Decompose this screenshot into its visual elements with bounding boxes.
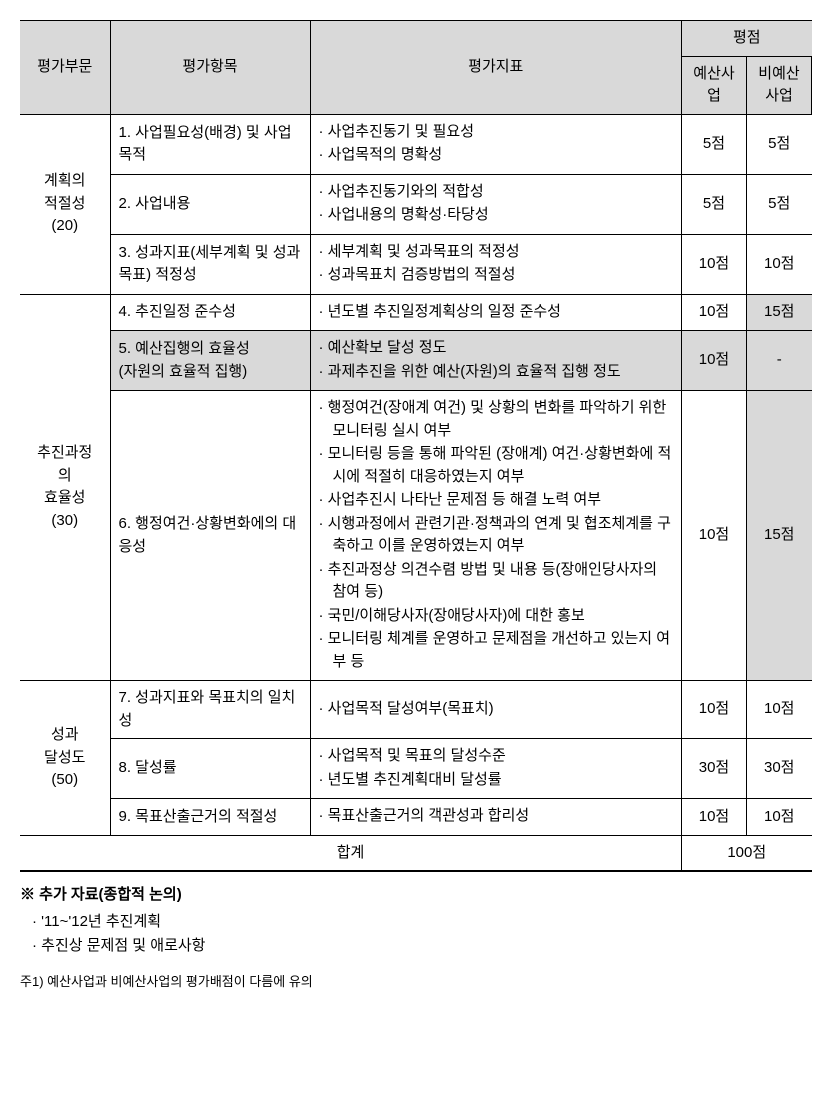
header-category: 평가부문	[20, 21, 110, 115]
notes-block: ※ 추가 자료(종합적 논의) · '11~'12년 추진계획· 추진상 문제점…	[20, 884, 812, 958]
indicator-item: · 사업추진시 나타난 문제점 등 해결 노력 여부	[319, 489, 674, 512]
indicator-item: · 추진과정상 의견수렴 방법 및 내용 등(장애인당사자의 참여 등)	[319, 559, 674, 604]
nonbudget-score: 5점	[747, 114, 812, 174]
indicator-item: · 사업목적의 명확성	[319, 144, 674, 167]
indicator-item: · 모니터링 체계를 운영하고 문제점을 개선하고 있는지 여부 등	[319, 628, 674, 673]
header-indicator: 평가지표	[310, 21, 682, 115]
nonbudget-score: 10점	[747, 234, 812, 294]
indicator-cell: · 행정여건(장애계 여건) 및 상황의 변화를 파악하기 위한 모니터링 실시…	[310, 391, 682, 681]
nonbudget-score: -	[747, 331, 812, 391]
header-score: 평점	[682, 21, 812, 57]
category-cell: 추진과정 의 효율성 (30)	[20, 294, 110, 681]
header-budget: 예산사업	[682, 56, 747, 114]
notes-title: ※ 추가 자료(종합적 논의)	[20, 884, 812, 907]
header-item: 평가항목	[110, 21, 310, 115]
indicator-item: · 목표산출근거의 객관성과 합리성	[319, 805, 674, 828]
item-cell: 6. 행정여건·상황변화에의 대응성	[110, 391, 310, 681]
nonbudget-score: 30점	[747, 739, 812, 799]
budget-score: 5점	[682, 114, 747, 174]
category-cell: 성과 달성도 (50)	[20, 681, 110, 836]
footnote: 주1) 예산사업과 비예산사업의 평가배점이 다름에 유의	[20, 972, 812, 992]
nonbudget-score: 15점	[747, 294, 812, 331]
indicator-cell: · 사업추진동기와의 적합성· 사업내용의 명확성·타당성	[310, 174, 682, 234]
indicator-item: · 사업목적 달성여부(목표치)	[319, 698, 674, 721]
indicator-cell: · 사업추진동기 및 필요성· 사업목적의 명확성	[310, 114, 682, 174]
indicator-item: · 사업목적 및 목표의 달성수준	[319, 745, 674, 768]
nonbudget-score: 5점	[747, 174, 812, 234]
item-cell: 8. 달성률	[110, 739, 310, 799]
evaluation-table: 평가부문 평가항목 평가지표 평점 예산사업 비예산사업 계획의 적절성 (20…	[20, 20, 812, 872]
notes-item: · '11~'12년 추진계획	[20, 911, 812, 934]
nonbudget-score: 15점	[747, 391, 812, 681]
indicator-cell: · 세부계획 및 성과목표의 적정성· 성과목표치 검증방법의 적절성	[310, 234, 682, 294]
indicator-item: · 사업추진동기와의 적합성	[319, 181, 674, 204]
item-cell: 4. 추진일정 준수성	[110, 294, 310, 331]
budget-score: 30점	[682, 739, 747, 799]
indicator-item: · 사업내용의 명확성·타당성	[319, 204, 674, 227]
indicator-cell: · 목표산출근거의 객관성과 합리성	[310, 799, 682, 836]
nonbudget-score: 10점	[747, 799, 812, 836]
item-cell: 3. 성과지표(세부계획 및 성과목표) 적정성	[110, 234, 310, 294]
indicator-item: · 예산확보 달성 정도	[319, 337, 674, 360]
budget-score: 10점	[682, 799, 747, 836]
indicator-item: · 년도별 추진계획대비 달성률	[319, 769, 674, 792]
indicator-cell: · 사업목적 및 목표의 달성수준· 년도별 추진계획대비 달성률	[310, 739, 682, 799]
total-label: 합계	[20, 835, 682, 871]
indicator-item: · 년도별 추진일정계획상의 일정 준수성	[319, 301, 674, 324]
indicator-item: · 성과목표치 검증방법의 적절성	[319, 264, 674, 287]
total-value: 100점	[682, 835, 812, 871]
budget-score: 5점	[682, 174, 747, 234]
item-cell: 7. 성과지표와 목표치의 일치성	[110, 681, 310, 739]
header-nonbudget: 비예산사업	[747, 56, 812, 114]
item-cell: 2. 사업내용	[110, 174, 310, 234]
budget-score: 10점	[682, 294, 747, 331]
budget-score: 10점	[682, 391, 747, 681]
indicator-item: · 시행과정에서 관련기관·정책과의 연계 및 협조체계를 구축하고 이를 운영…	[319, 513, 674, 558]
indicator-item: · 사업추진동기 및 필요성	[319, 121, 674, 144]
nonbudget-score: 10점	[747, 681, 812, 739]
indicator-cell: · 예산확보 달성 정도· 과제추진을 위한 예산(자원)의 효율적 집행 정도	[310, 331, 682, 391]
indicator-cell: · 사업목적 달성여부(목표치)	[310, 681, 682, 739]
indicator-item: · 모니터링 등을 통해 파악된 (장애계) 여건·상황변화에 적시에 적절히 …	[319, 443, 674, 488]
indicator-item: · 국민/이해당사자(장애당사자)에 대한 홍보	[319, 605, 674, 628]
item-cell: 5. 예산집행의 효율성 (자원의 효율적 집행)	[110, 331, 310, 391]
budget-score: 10점	[682, 234, 747, 294]
item-cell: 1. 사업필요성(배경) 및 사업목적	[110, 114, 310, 174]
indicator-item: · 행정여건(장애계 여건) 및 상황의 변화를 파악하기 위한 모니터링 실시…	[319, 397, 674, 442]
notes-item: · 추진상 문제점 및 애로사항	[20, 935, 812, 958]
indicator-cell: · 년도별 추진일정계획상의 일정 준수성	[310, 294, 682, 331]
item-cell: 9. 목표산출근거의 적절성	[110, 799, 310, 836]
budget-score: 10점	[682, 331, 747, 391]
category-cell: 계획의 적절성 (20)	[20, 114, 110, 294]
indicator-item: · 과제추진을 위한 예산(자원)의 효율적 집행 정도	[319, 361, 674, 384]
budget-score: 10점	[682, 681, 747, 739]
indicator-item: · 세부계획 및 성과목표의 적정성	[319, 241, 674, 264]
